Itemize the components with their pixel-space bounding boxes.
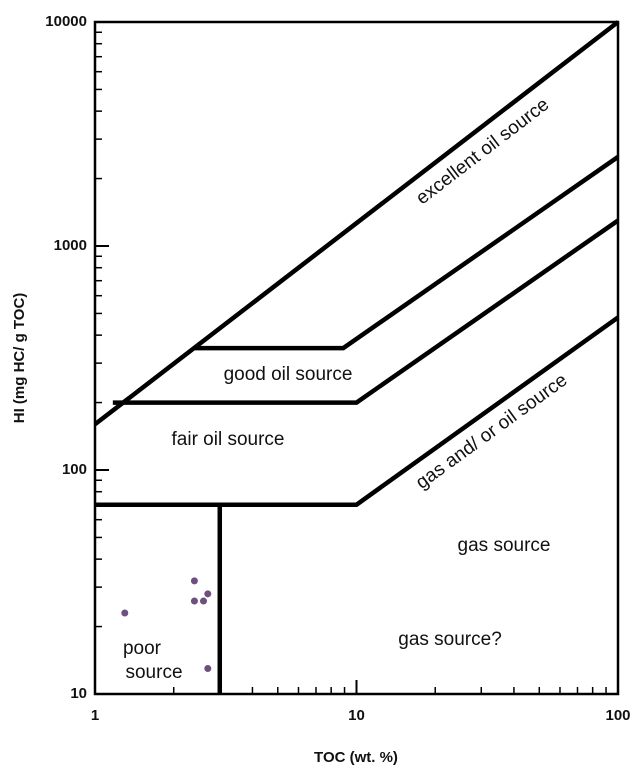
region-label: good oil source xyxy=(224,364,353,385)
boundary-line xyxy=(95,315,620,507)
data-point xyxy=(121,609,129,617)
y-tick-label: 1000 xyxy=(54,237,87,254)
y-tick-label: 10000 xyxy=(45,13,87,30)
data-point xyxy=(190,577,198,585)
region-label: gas source? xyxy=(398,629,502,650)
plot-frame xyxy=(93,20,620,696)
boundary-line xyxy=(93,20,620,427)
region-label: gas and/ or oil source xyxy=(412,370,571,494)
y-tick-label: 10 xyxy=(70,685,87,702)
x-tick-label: 1 xyxy=(91,707,99,724)
boundary-line xyxy=(112,218,620,405)
y-axis-label: HI (mg HC/ g TOC) xyxy=(11,293,28,424)
region-label: poor xyxy=(123,638,162,659)
data-point xyxy=(204,590,212,598)
region-label: gas source xyxy=(458,535,551,556)
region-label: fair oil source xyxy=(172,429,285,450)
region-label: excellent oil source xyxy=(412,94,553,209)
y-tick-label: 100 xyxy=(62,461,87,478)
x-axis-label: TOC (wt. %) xyxy=(314,749,398,766)
data-point xyxy=(190,597,198,605)
x-tick-label: 10 xyxy=(348,707,365,724)
region-label: source xyxy=(125,662,182,683)
x-tick-label: 100 xyxy=(605,707,630,724)
boundary-line xyxy=(194,155,620,351)
data-point xyxy=(204,664,212,672)
data-point xyxy=(200,597,208,605)
